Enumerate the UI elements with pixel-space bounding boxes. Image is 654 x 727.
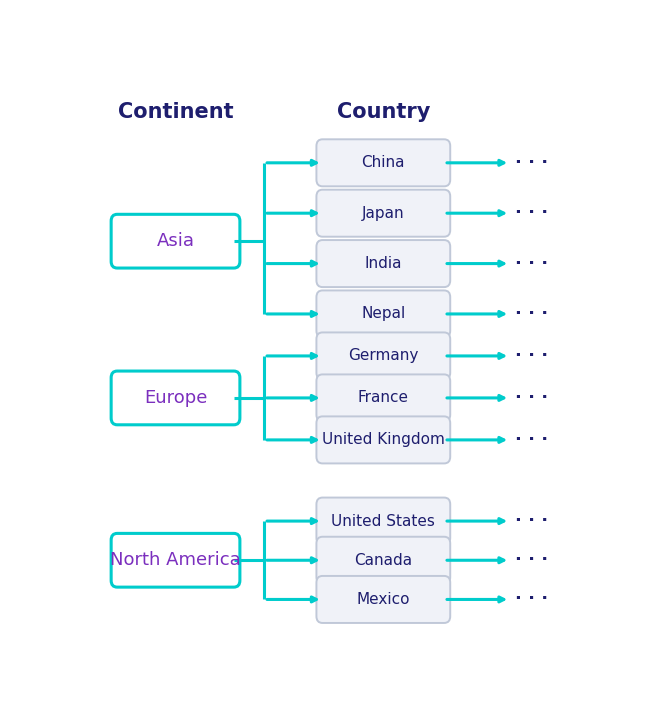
FancyBboxPatch shape [317,332,450,379]
Text: Germany: Germany [348,348,419,364]
Text: United States: United States [332,513,436,529]
Text: Mexico: Mexico [356,592,410,607]
Text: India: India [364,256,402,271]
FancyBboxPatch shape [111,214,240,268]
Text: · · ·: · · · [515,512,549,530]
Text: · · ·: · · · [515,389,549,407]
Text: Canada: Canada [354,553,413,568]
Text: China: China [362,156,405,170]
FancyBboxPatch shape [317,140,450,186]
Text: United Kingdom: United Kingdom [322,433,445,447]
FancyBboxPatch shape [317,537,450,584]
Text: North America: North America [110,551,241,569]
Text: Europe: Europe [144,389,207,407]
FancyBboxPatch shape [317,291,450,337]
Text: · · ·: · · · [515,305,549,323]
FancyBboxPatch shape [111,534,240,587]
Text: Asia: Asia [156,232,194,250]
FancyBboxPatch shape [317,190,450,237]
FancyBboxPatch shape [111,371,240,425]
Text: Continent: Continent [118,103,233,122]
Text: · · ·: · · · [515,154,549,172]
FancyBboxPatch shape [317,497,450,545]
FancyBboxPatch shape [317,374,450,422]
FancyBboxPatch shape [317,576,450,623]
Text: · · ·: · · · [515,347,549,365]
Text: · · ·: · · · [515,590,549,608]
Text: · · ·: · · · [515,254,549,273]
Text: Country: Country [337,103,430,122]
FancyBboxPatch shape [317,240,450,287]
Text: · · ·: · · · [515,204,549,222]
Text: · · ·: · · · [515,551,549,569]
Text: France: France [358,390,409,406]
Text: Japan: Japan [362,206,405,221]
FancyBboxPatch shape [317,417,450,463]
Text: Nepal: Nepal [361,307,405,321]
Text: · · ·: · · · [515,431,549,449]
